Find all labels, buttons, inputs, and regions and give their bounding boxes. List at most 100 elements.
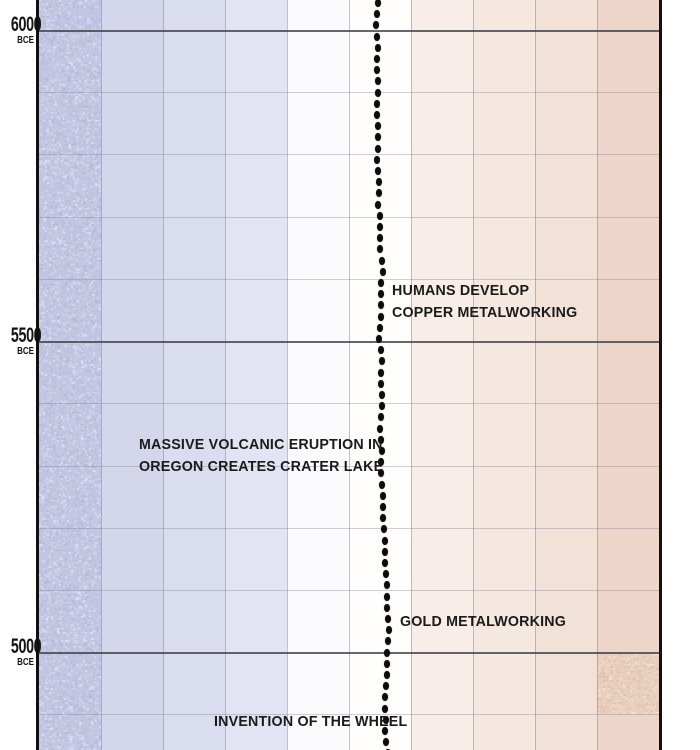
temperature-dot xyxy=(384,603,391,612)
tick-era-label: BCE xyxy=(17,35,34,46)
event-label-line: OREGON CREATES CRATER LAKE xyxy=(139,457,384,475)
temperature-dot xyxy=(375,200,382,209)
temperature-dot xyxy=(374,122,381,131)
grid-line-vertical xyxy=(597,0,598,750)
grid-line-minor-horizontal xyxy=(39,92,659,93)
temperature-dot xyxy=(377,290,384,299)
temperature-dot xyxy=(376,245,383,254)
temperature-dot xyxy=(383,659,390,668)
temperature-dot xyxy=(382,715,389,724)
tick-year-label: 5000 xyxy=(10,635,42,658)
temperature-dot xyxy=(378,447,385,455)
grid-line-major-horizontal xyxy=(39,341,659,343)
temperature-dot xyxy=(384,592,391,601)
temperature-dot xyxy=(378,256,385,265)
temperature-dot xyxy=(379,514,386,523)
tick-era-label: BCE xyxy=(17,657,34,668)
temperature-dot xyxy=(378,357,385,366)
temperature-dot xyxy=(380,525,387,534)
temperature-dot xyxy=(376,335,383,343)
temperature-dot xyxy=(378,391,385,399)
grid-line-minor-horizontal xyxy=(39,403,659,404)
event-label-crater-lake-eruption: MASSIVE VOLCANIC ERUPTION IN OREGON CREA… xyxy=(139,434,383,477)
temperature-dot xyxy=(384,581,390,590)
temperature-dot xyxy=(382,570,389,579)
grid-line-minor-horizontal xyxy=(39,714,659,715)
grid-line-vertical xyxy=(411,0,412,750)
event-label-line: INVENTION OF THE WHEEL xyxy=(214,713,408,730)
event-label-copper-metalworking: HUMANS DEVELOP COPPER METALWORKING xyxy=(392,280,577,323)
temperature-dot xyxy=(377,435,384,444)
grid-line-minor-horizontal xyxy=(39,154,659,155)
temperature-dot xyxy=(378,312,385,321)
grid-line-vertical xyxy=(535,0,536,750)
gradient-column xyxy=(535,0,597,750)
grid-line-vertical xyxy=(101,0,102,750)
grid-line-vertical xyxy=(287,0,288,750)
gradient-column xyxy=(473,0,535,750)
gradient-column xyxy=(101,0,163,750)
left-axis-line xyxy=(36,0,39,750)
event-label-line: COPPER METALWORKING xyxy=(392,303,578,321)
temperature-dot xyxy=(374,0,381,7)
temperature-dot xyxy=(375,88,382,97)
grid-line-minor-horizontal xyxy=(39,217,659,218)
gradient-column xyxy=(597,0,659,750)
temperature-dot xyxy=(386,626,393,635)
axis-tick-5000-bce: 5000 BCE xyxy=(0,635,42,668)
tick-year-label: 5500 xyxy=(10,324,42,347)
temperature-dot xyxy=(373,10,380,19)
temperature-dot xyxy=(383,682,390,691)
temperature-dot xyxy=(377,301,384,310)
grid-line-minor-horizontal xyxy=(39,279,659,280)
temperature-dot xyxy=(382,693,389,702)
temperature-dot xyxy=(382,738,389,747)
grid-line-major-horizontal xyxy=(39,30,659,32)
gradient-column xyxy=(225,0,287,750)
temperature-dot xyxy=(380,503,387,511)
gradient-column xyxy=(163,0,225,750)
temperature-dot xyxy=(374,55,381,63)
gradient-column xyxy=(287,0,349,750)
temperature-dot xyxy=(382,536,389,545)
tick-year-label: 6000 xyxy=(10,13,42,36)
axis-tick-6000-bce: 6000 BCE xyxy=(0,13,42,46)
gradient-column xyxy=(411,0,473,750)
temperature-dot xyxy=(382,704,389,713)
grid-line-vertical xyxy=(163,0,164,750)
temperature-dot xyxy=(376,178,383,187)
temperature-dot xyxy=(379,402,386,411)
right-axis-line xyxy=(659,0,662,750)
cold-edge-noise xyxy=(39,0,101,750)
event-label-gold-metalworking: GOLD METALWORKING xyxy=(400,611,566,633)
temperature-dot xyxy=(374,66,381,75)
temperature-dot xyxy=(375,77,382,86)
temperature-dot xyxy=(378,458,385,467)
axis-tick-5500-bce: 5500 BCE xyxy=(0,324,42,357)
temperature-dot xyxy=(381,559,388,567)
grid-line-minor-horizontal xyxy=(39,528,659,529)
temperature-dot xyxy=(375,133,382,142)
temperature-dot xyxy=(378,379,385,388)
temperature-dot xyxy=(376,211,383,220)
tick-era-label: BCE xyxy=(17,346,34,357)
temperature-dot xyxy=(377,323,384,332)
grid-line-minor-horizontal xyxy=(39,466,659,467)
grid-line-minor-horizontal xyxy=(39,590,659,591)
temperature-dot xyxy=(385,637,392,646)
temperature-dot xyxy=(378,279,385,287)
temperature-dot xyxy=(380,491,387,500)
temperature-dot xyxy=(379,480,386,489)
temperature-dot xyxy=(383,671,390,679)
event-label-line: GOLD METALWORKING xyxy=(400,613,567,630)
grid-line-major-horizontal xyxy=(39,652,659,654)
temperature-dot xyxy=(382,727,389,735)
temperature-dot xyxy=(383,648,390,657)
temperature-dot xyxy=(375,189,382,198)
event-label-line: HUMANS DEVELOP xyxy=(392,282,530,299)
temperature-dot xyxy=(377,223,384,231)
grid-line-vertical xyxy=(225,0,226,750)
temperature-dot xyxy=(377,469,384,478)
temperature-dot xyxy=(373,111,380,119)
